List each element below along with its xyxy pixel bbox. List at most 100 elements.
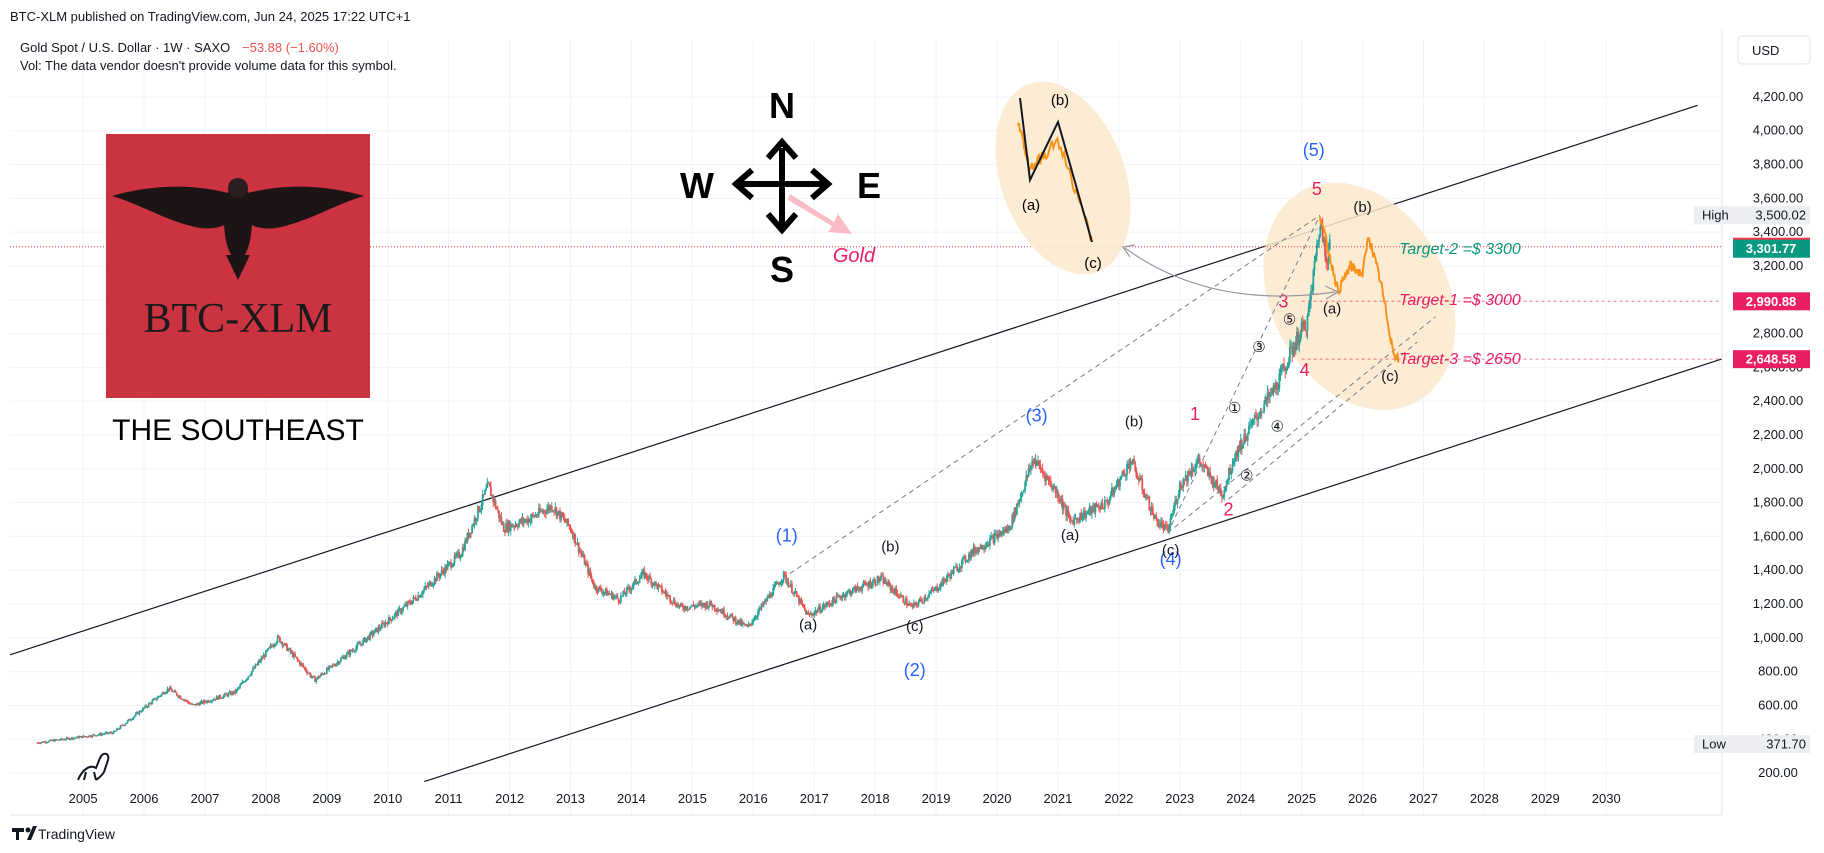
candle-body <box>1047 477 1050 481</box>
candle-body <box>1000 531 1003 535</box>
candle-body <box>356 643 359 648</box>
candle-body <box>293 653 295 658</box>
candle-body <box>768 593 771 598</box>
candle-body <box>1263 403 1266 412</box>
candle-body <box>810 613 813 615</box>
candle-body <box>316 676 319 679</box>
candle-body <box>151 700 154 704</box>
time-tick-label: 2013 <box>556 791 585 806</box>
candle-body <box>325 668 328 674</box>
candle-body <box>216 696 219 700</box>
candle-body <box>475 518 478 521</box>
candle-body <box>43 741 46 743</box>
candle-body <box>445 566 448 570</box>
price-axis-labels: High3,500.023,313.723,301.772,990.882,64… <box>1694 206 1810 754</box>
candle-body <box>143 707 145 709</box>
candle-body <box>118 728 121 730</box>
compass-n-label: N <box>769 85 795 126</box>
candle-body <box>894 588 896 595</box>
candle-body <box>734 617 737 624</box>
candle-body <box>100 734 103 736</box>
candle-body <box>348 651 350 656</box>
candle-body <box>1085 512 1087 519</box>
candle-body <box>636 582 639 584</box>
candle-body <box>1042 473 1045 475</box>
candle-body <box>110 732 113 734</box>
candle-body <box>762 602 765 606</box>
currency-button[interactable]: USD <box>1737 35 1811 65</box>
channel-lines <box>9 104 1723 783</box>
candle-body <box>863 582 866 584</box>
candle-body <box>1206 468 1209 476</box>
candle-body <box>443 571 445 575</box>
candle-body <box>1110 488 1113 496</box>
candle-body <box>960 560 963 568</box>
target-label: Target-1 =$ 3000 <box>1399 292 1521 309</box>
candle-body <box>411 600 414 605</box>
candle-body <box>277 636 280 638</box>
inset-label-c: (c) <box>1084 255 1102 272</box>
candle-body <box>873 579 875 582</box>
candle-body <box>1019 498 1022 501</box>
candle-body <box>542 510 545 513</box>
candle-body <box>559 510 561 520</box>
candle-body <box>634 579 636 582</box>
time-axis[interactable]: 2005 2006 2007 2008 2009 2010 2011 2012 2013 2014… <box>10 791 1722 816</box>
candle-body <box>228 691 231 694</box>
candle-body <box>1081 517 1084 520</box>
candle-body <box>1066 510 1069 517</box>
candle-body <box>268 647 271 649</box>
candle-body <box>973 546 976 554</box>
candle-body <box>479 509 482 512</box>
price-badge-label: Low <box>1702 737 1726 752</box>
candle-body <box>75 737 77 739</box>
time-tick-label: 2026 <box>1348 791 1377 806</box>
logo-text: BTC-XLM <box>144 296 333 342</box>
candle-body <box>1102 508 1105 510</box>
candle-body <box>1087 511 1090 513</box>
candle-body <box>600 587 602 591</box>
candle-body <box>769 593 772 597</box>
candle-body <box>368 636 370 640</box>
candle-body <box>487 482 490 484</box>
candle-body <box>666 595 669 597</box>
candle-body <box>221 697 224 699</box>
candle-body <box>1175 500 1178 504</box>
candle-body <box>987 543 990 546</box>
candle-body <box>1058 498 1060 501</box>
candle-body <box>460 555 463 558</box>
candle-body <box>197 703 199 705</box>
candle-body <box>130 719 133 721</box>
candle-body <box>1217 487 1220 492</box>
candle-body <box>347 651 349 654</box>
candle-body <box>705 602 708 608</box>
candle-body <box>923 597 926 602</box>
candle-body <box>624 594 627 596</box>
candle-body <box>486 482 489 488</box>
candle-body <box>1033 459 1036 464</box>
price-tick-label: 800.00 <box>1758 664 1798 679</box>
price-axis[interactable]: 200.00400.00600.00800.001,000.001,200.00… <box>1721 30 1804 815</box>
candle-body <box>168 687 171 691</box>
candle-body <box>1238 445 1241 451</box>
candle-body <box>359 643 362 645</box>
candle-body <box>1306 316 1309 332</box>
candle-body <box>1242 443 1244 449</box>
candle-body <box>1155 515 1158 519</box>
candle-body <box>557 510 560 512</box>
candle-body <box>1203 464 1206 467</box>
candle-body <box>970 550 973 559</box>
candle-body <box>262 655 265 659</box>
candle-body <box>527 519 530 524</box>
candle-body <box>1224 486 1227 491</box>
candle-body <box>434 578 437 582</box>
price-tick-label: 2,000.00 <box>1753 461 1804 476</box>
candle-body <box>470 532 472 534</box>
dino-icon[interactable] <box>77 752 110 781</box>
candle-body <box>793 591 796 594</box>
candle-body <box>580 550 582 554</box>
candle-body <box>720 610 723 614</box>
symbol-line[interactable]: Gold Spot / U.S. Dollar · 1W · SAXO <box>20 40 230 55</box>
candle-body <box>77 736 80 739</box>
